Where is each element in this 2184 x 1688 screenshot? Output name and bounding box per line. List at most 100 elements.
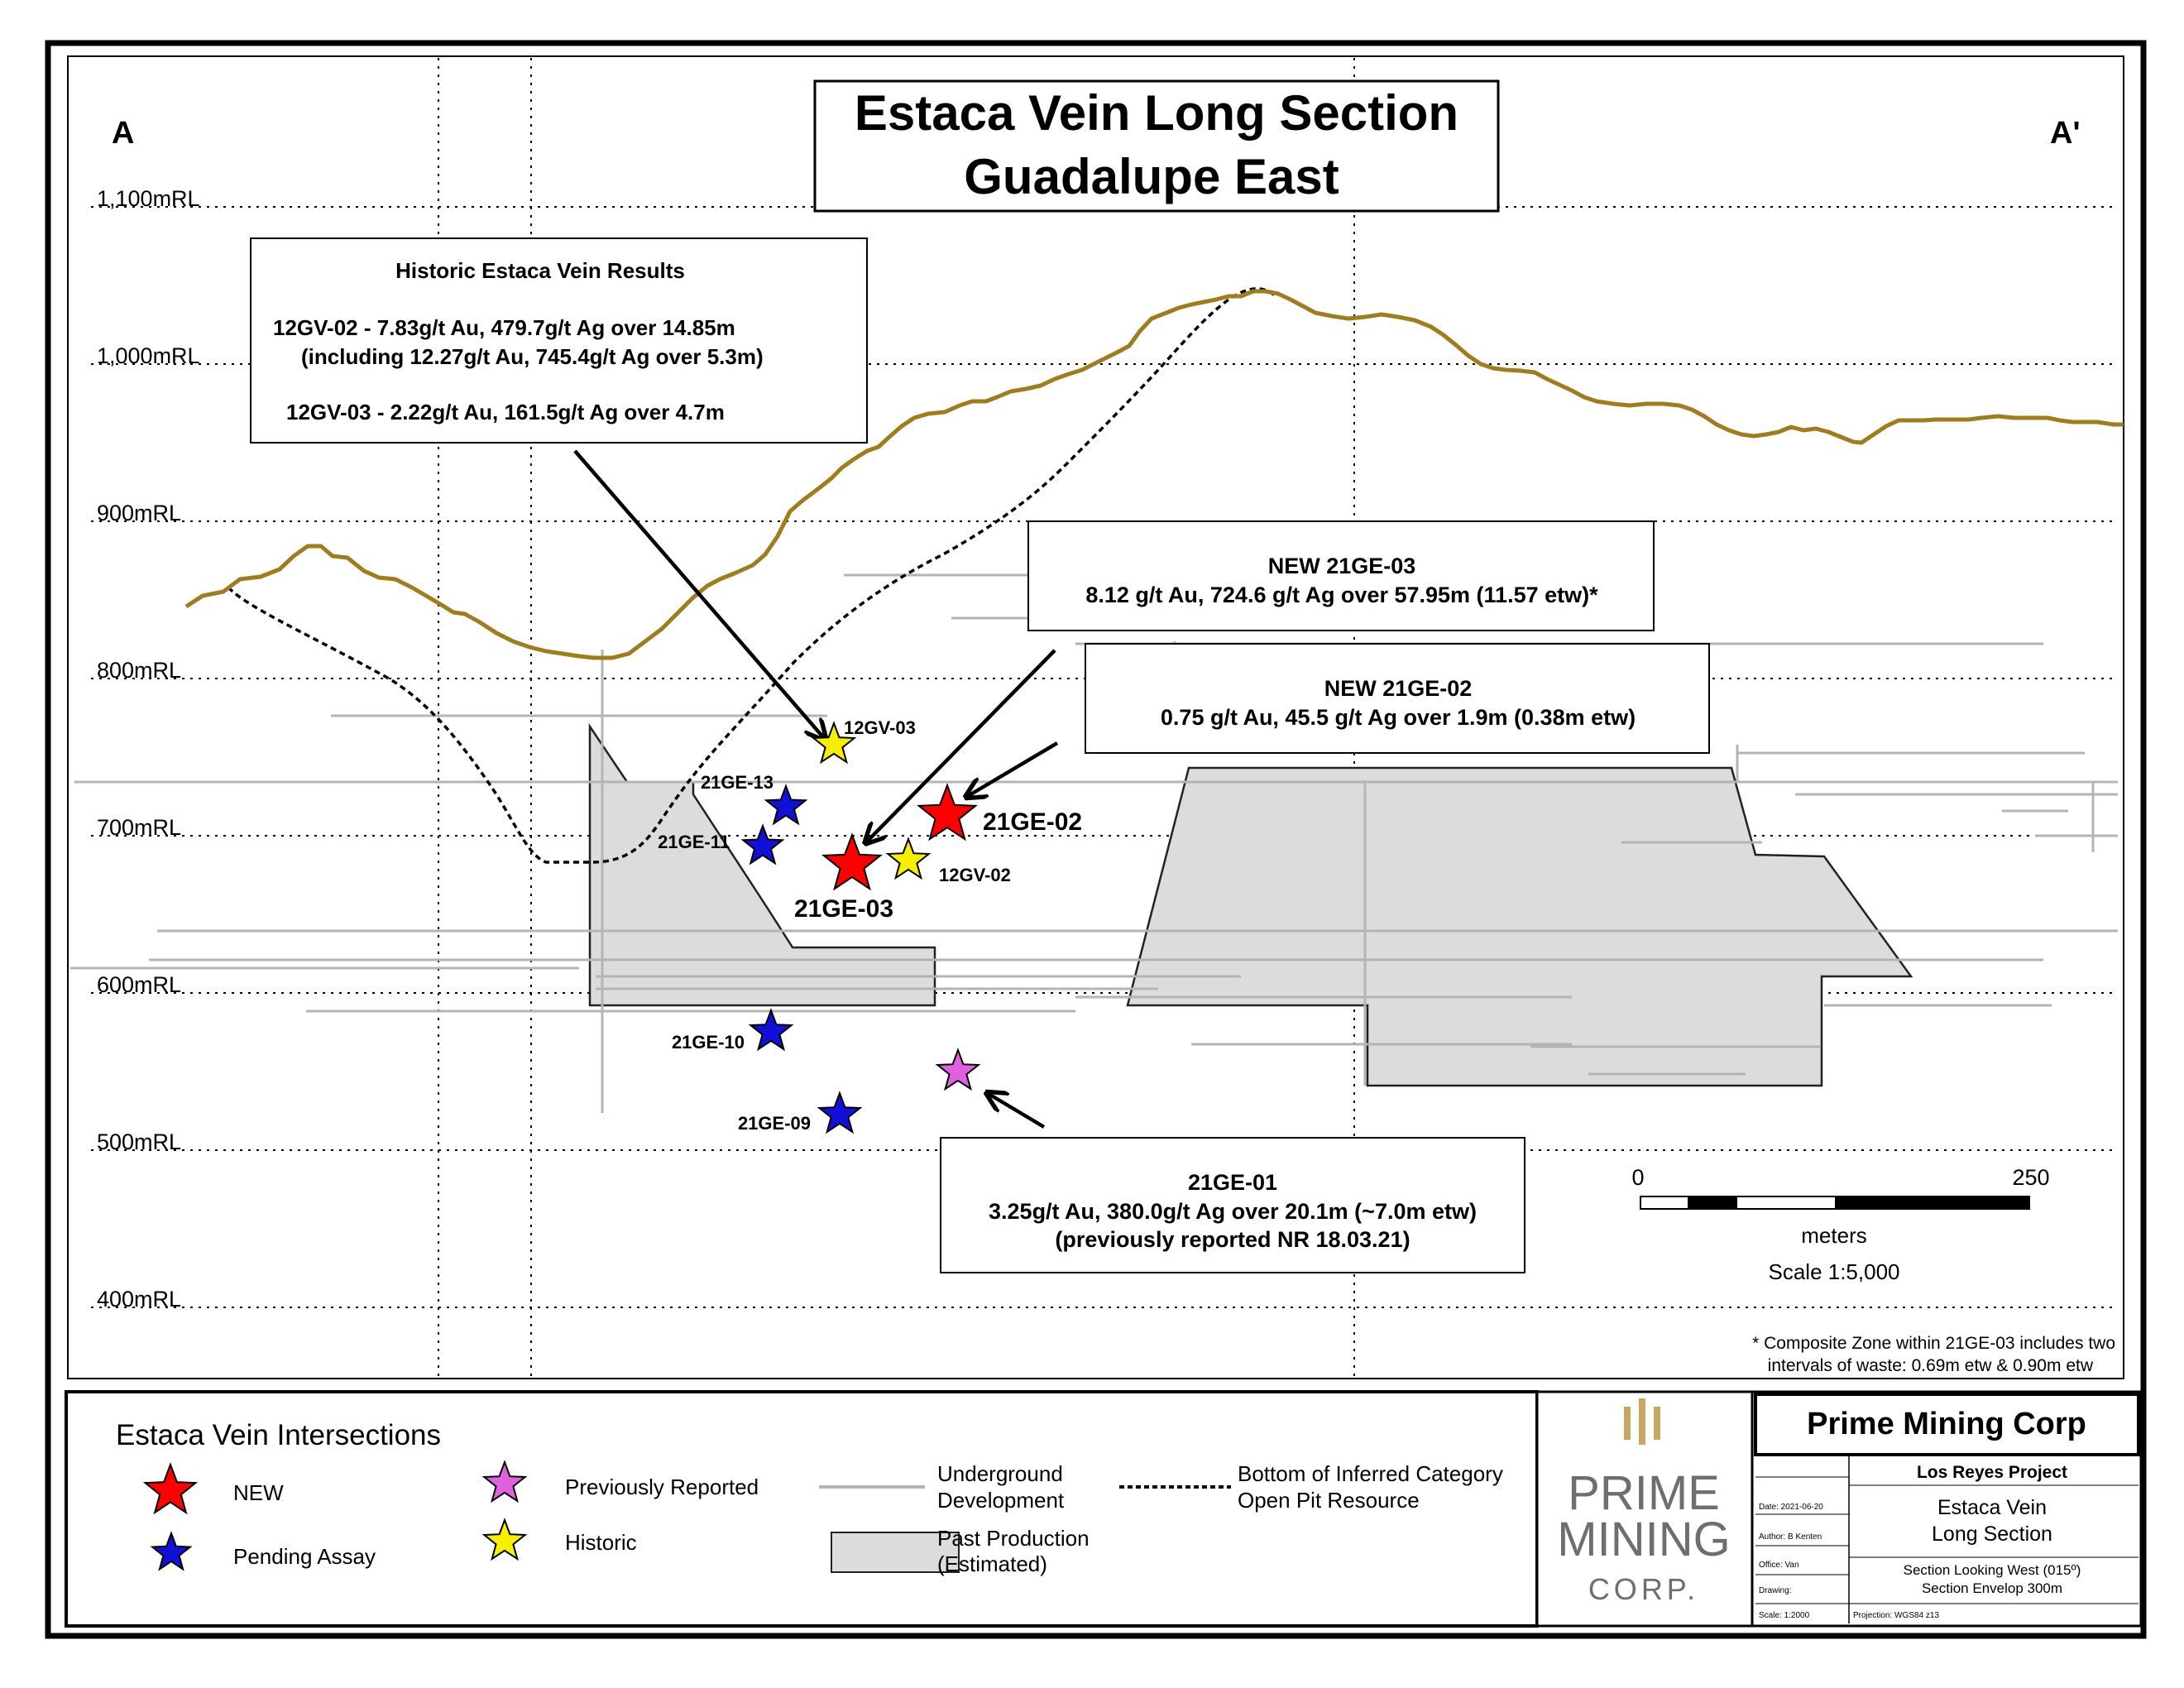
ge01-heading: 21GE-01: [1188, 1170, 1277, 1195]
section-end-a: A: [112, 116, 134, 151]
title-line-1: Estaca Vein Long Section: [855, 85, 1458, 141]
ge02-callout: NEW 21GE-02 0.75 g/t Au, 45.5 g/t Ag ove…: [1085, 643, 1710, 754]
company-name: Prime Mining Corp: [1807, 1407, 2086, 1441]
star-21ge-02: [917, 783, 978, 842]
elevation-label-800: 800mRL: [97, 658, 181, 683]
star-21ge-11: [740, 823, 785, 866]
label-21ge-13: 21GE-13: [701, 772, 774, 793]
footnote-line-2: intervals of waste: 0.69m etw & 0.90m et…: [1768, 1356, 2094, 1375]
label-21ge-03: 21GE-03: [794, 895, 893, 923]
legend-title: Estaca Vein Intersections: [116, 1419, 441, 1451]
label-21ge-10: 21GE-10: [672, 1032, 745, 1053]
historic-line-2: (including 12.27g/t Au, 745.4g/t Ag over…: [301, 344, 764, 369]
legend-panel: Estaca Vein Intersections NEW Pending As…: [65, 1390, 1539, 1628]
logo-word-1: PRIME: [1568, 1466, 1720, 1520]
star-21ge-10: [748, 1008, 794, 1052]
label-12gv-03: 12GV-03: [844, 717, 916, 738]
title-block: Prime Mining Corp Date: 2021-06-20 Autho…: [1751, 1390, 2143, 1628]
legend-historic-star: [481, 1518, 528, 1561]
tb-scale: Scale: 1:2000: [1759, 1611, 1810, 1620]
tb-office: Office: Van: [1759, 1561, 1799, 1570]
arrow-ge01: [989, 1094, 1046, 1129]
legend-open-pit-line-2: Open Pit Resource: [1238, 1488, 1420, 1513]
elevation-label-700: 700mRL: [97, 815, 181, 840]
historic-heading: Historic Estaca Vein Results: [395, 258, 685, 283]
logo-word-2: MINING: [1557, 1513, 1730, 1566]
legend-previously-label: Previously Reported: [565, 1475, 759, 1499]
prime-logo-icon: [1624, 1398, 1660, 1445]
tb-drawing: Drawing:: [1759, 1586, 1791, 1595]
historic-line-1: 12GV-02 - 7.83g/t Au, 479.7g/t Ag over 1…: [273, 315, 735, 340]
elevation-label-600: 600mRL: [97, 972, 181, 997]
arrow-historic: [573, 449, 824, 738]
ge03-callout: NEW 21GE-03 8.12 g/t Au, 724.6 g/t Ag ov…: [1027, 520, 1655, 631]
tb-drawing-title-1: Estaca Vein: [1937, 1496, 2047, 1519]
scale-unit: meters: [1801, 1223, 1866, 1248]
logo-panel: PRIME MINING CORP.: [1535, 1390, 1754, 1628]
tb-section-line-2: Section Envelop 300m: [1922, 1580, 2062, 1596]
map-frame: [67, 55, 2124, 1379]
section-end-a-prime: A': [2050, 116, 2080, 151]
ge02-heading: NEW 21GE-02: [1324, 676, 1473, 701]
label-12gv-02: 12GV-02: [939, 865, 1011, 885]
footnote-line-1: * Composite Zone within 21GE-03 includes…: [1752, 1334, 2115, 1353]
legend-symbols: [142, 1460, 528, 1571]
leader-arrows: [573, 449, 1059, 1129]
star-12gv-03: [811, 721, 857, 765]
legend-underground-line-2: Development: [937, 1488, 1065, 1513]
elevation-label-500: 500mRL: [97, 1129, 181, 1154]
title-line-2: Guadalupe East: [964, 149, 1339, 204]
legend-past-production-line-2: (Estimated): [937, 1551, 1047, 1576]
ge01-callout: 21GE-01 3.25g/t Au, 380.0g/t Ag over 20.…: [940, 1137, 1525, 1273]
ge03-heading: NEW 21GE-03: [1268, 554, 1416, 578]
legend-new-label: NEW: [233, 1480, 284, 1505]
past-production-areas: [588, 722, 1913, 1087]
star-21ge-13: [764, 784, 808, 826]
title-box: Estaca Vein Long Section Guadalupe East: [813, 79, 1500, 213]
star-21ge-09: [817, 1091, 863, 1134]
legend-underground-line-1: Underground: [937, 1461, 1063, 1486]
legend-new-star: [142, 1462, 199, 1515]
label-21ge-11: 21GE-11: [658, 832, 730, 852]
legend-past-production-swatch: [831, 1532, 960, 1573]
tb-projection: Projection: WGS84 z13: [1853, 1611, 1939, 1620]
historic-line-3: 12GV-03 - 2.22g/t Au, 161.5g/t Ag over 4…: [286, 400, 725, 424]
ge01-note: (previously reported NR 18.03.21): [1055, 1227, 1410, 1252]
scale-ratio: Scale 1:5,000: [1768, 1259, 1899, 1284]
label-21ge-09: 21GE-09: [738, 1113, 811, 1134]
drill-hole-intersections: 12GV-03 21GE-13 21GE-11 21GE-03 12GV-02 21GE-…: [658, 717, 1082, 1134]
legend-previously-star: [481, 1460, 528, 1503]
arrow-ge03: [867, 649, 1056, 842]
tb-date: Date: 2021-06-20: [1759, 1503, 1823, 1512]
legend-pending-label: Pending Assay: [233, 1544, 376, 1569]
outer-frame: [45, 40, 2147, 1639]
ge03-result: 8.12 g/t Au, 724.6 g/t Ag over 57.95m (1…: [1085, 583, 1598, 607]
logo-word-3: CORP.: [1588, 1572, 1699, 1606]
legend-open-pit-line-1: Bottom of Inferred Category: [1238, 1461, 1503, 1486]
label-21ge-02: 21GE-02: [983, 808, 1082, 836]
elevation-label-400: 400mRL: [97, 1287, 181, 1312]
elevation-label-1000: 1,000mRL: [97, 343, 200, 368]
legend-historic-label: Historic: [565, 1530, 637, 1555]
ge02-result: 0.75 g/t Au, 45.5 g/t Ag over 1.9m (0.38…: [1161, 705, 1636, 730]
tb-author: Author: B Kenten: [1759, 1532, 1822, 1542]
tb-drawing-title-2: Long Section: [1932, 1523, 2052, 1546]
tb-section-line-1: Section Looking West (015º): [1904, 1562, 2081, 1578]
elevation-labels: 1,100mRL 1,000mRL 900mRL 800mRL 700mRL 6…: [97, 186, 200, 1312]
open-pit-bottom-line: [227, 287, 1277, 864]
scale-start: 0: [1631, 1165, 1644, 1190]
legend-pending-star: [150, 1531, 193, 1571]
underground-development: [70, 573, 2118, 1113]
topography-line: [184, 289, 2124, 660]
historic-results-callout: Historic Estaca Vein Results 12GV-02 - 7…: [250, 237, 868, 444]
scale-bar: 0 250 meters Scale 1:5,000: [1631, 1165, 2049, 1284]
ge01-result: 3.25g/t Au, 380.0g/t Ag over 20.1m (~7.0…: [989, 1199, 1477, 1224]
star-21ge-01: [935, 1048, 981, 1091]
past-production-east: [1126, 766, 1913, 1087]
arrow-ge02: [968, 741, 1059, 796]
past-production-west: [588, 722, 936, 1007]
tb-project: Los Reyes Project: [1917, 1463, 2067, 1482]
elevation-label-1100: 1,100mRL: [97, 186, 200, 211]
